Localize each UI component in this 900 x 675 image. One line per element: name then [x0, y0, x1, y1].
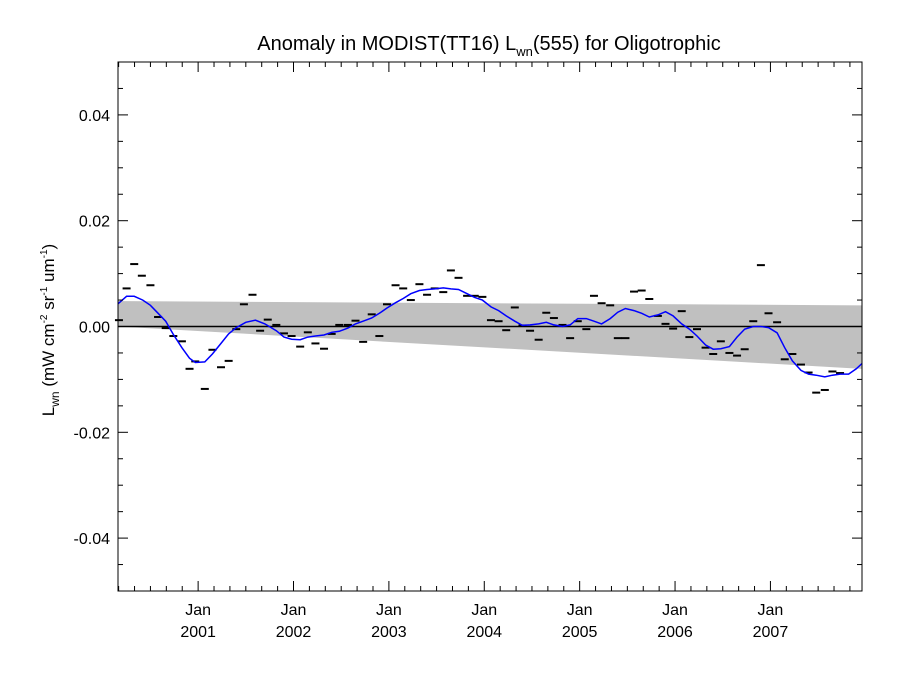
x-tick-month-label: Jan: [281, 602, 307, 619]
x-tick-year-label: 2005: [562, 624, 598, 641]
x-tick-year-label: 2006: [657, 624, 693, 641]
y-tick-label: 0.04: [79, 108, 110, 125]
y-axis-label: Lwn (mW cm-2 sr-1 um-1): [39, 244, 62, 416]
y-tick-label: -0.04: [74, 531, 111, 548]
smoothed-line-layer: [117, 287, 863, 378]
x-tick-month-label: Jan: [758, 602, 784, 619]
x-tick-month-label: Jan: [567, 602, 593, 619]
y-tick-label: -0.02: [74, 425, 111, 442]
x-tick-month-label: Jan: [662, 602, 688, 619]
x-tick-year-label: 2002: [276, 624, 312, 641]
x-tick-month-label: Jan: [471, 602, 497, 619]
axes-layer: 0.04 0.02 0.00 -0.02 -0.04 Jan 2001 Jan 2002 Jan 2…: [74, 61, 863, 641]
uncertainty-band-layer: [118, 301, 862, 369]
chart-title: Anomaly in MODIST(TT16) Lwn(555) for Oli…: [257, 33, 720, 59]
x-tick-year-label: 2004: [466, 624, 502, 641]
x-tick-year-label: 2001: [180, 624, 216, 641]
x-tick-month-label: Jan: [185, 602, 211, 619]
y-tick-label: 0.02: [79, 214, 110, 231]
y-tick-label: 0.00: [79, 320, 110, 337]
smoothed-anomaly-line: [117, 287, 863, 378]
x-tick-year-label: 2007: [753, 624, 789, 641]
x-tick-month-label: Jan: [376, 602, 402, 619]
x-tick-year-label: 2003: [371, 624, 407, 641]
uncertainty-band: [118, 301, 862, 369]
